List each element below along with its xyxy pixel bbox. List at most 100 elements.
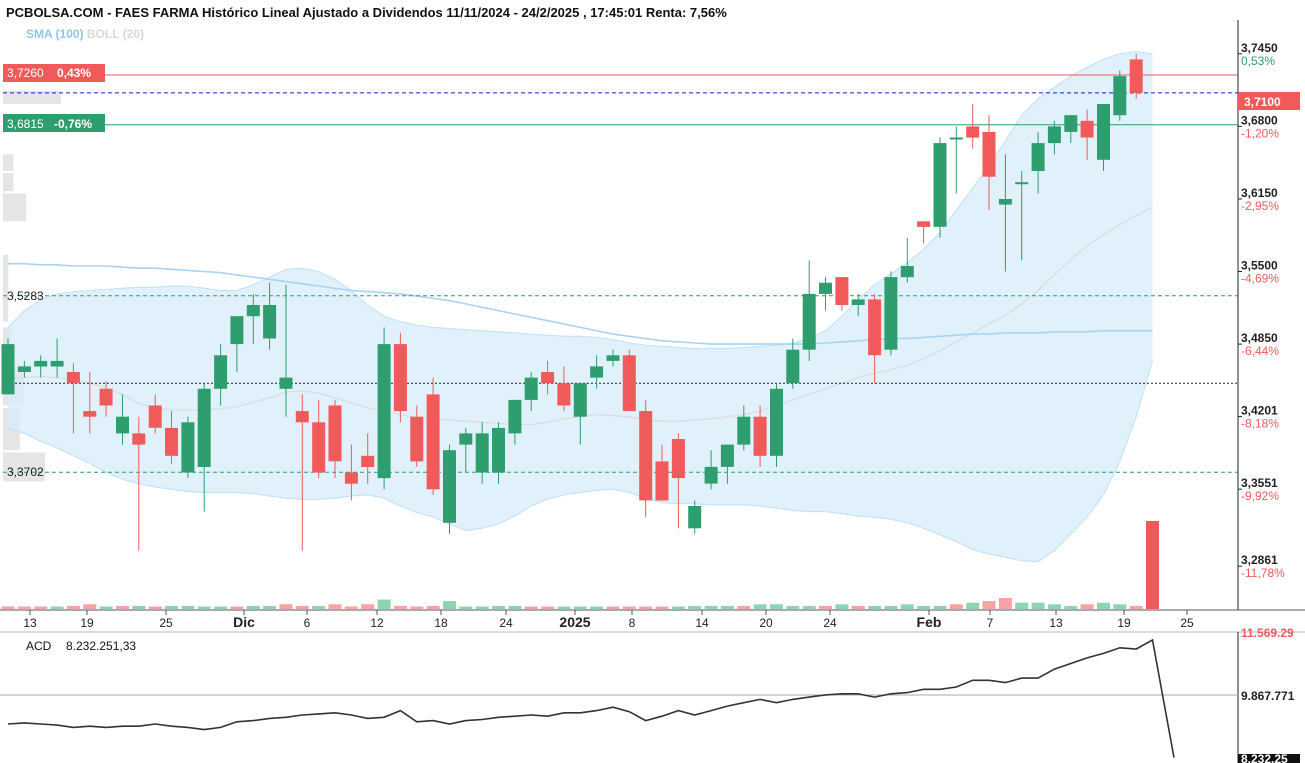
volume-profile-bar xyxy=(3,173,14,192)
volume-bar xyxy=(17,606,31,609)
volume-bar xyxy=(688,605,702,609)
volume-bar xyxy=(83,604,97,609)
y-axis-pct: -6,44% xyxy=(1241,344,1279,358)
level-label-5283: 3,5283 xyxy=(7,289,44,303)
volume-bars xyxy=(1,521,1159,609)
y-axis-pct: -2,95% xyxy=(1241,199,1279,213)
sma-legend[interactable]: SMA (100) xyxy=(26,27,84,41)
x-axis-label: 25 xyxy=(1180,616,1194,630)
candle-body xyxy=(671,439,685,479)
x-axis-label: 13 xyxy=(23,616,37,630)
volume-bar xyxy=(998,598,1012,609)
volume-bar xyxy=(344,606,358,609)
candle-body xyxy=(688,506,702,529)
candle-body xyxy=(868,299,882,356)
volume-bar xyxy=(197,606,211,609)
y-axis-value: 3,2861 xyxy=(1241,553,1278,567)
candle-body xyxy=(982,132,996,177)
x-axis-label: Feb xyxy=(917,614,942,630)
candle-body xyxy=(295,411,309,423)
volume-bar xyxy=(116,605,129,609)
acd-label: ACD xyxy=(26,639,52,653)
candle-body xyxy=(1129,59,1143,93)
candle-body xyxy=(770,388,783,456)
candle-body xyxy=(181,422,195,473)
volume-bar xyxy=(214,606,228,609)
volume-bar xyxy=(851,605,865,609)
candle-body xyxy=(459,433,473,445)
candle-body xyxy=(426,394,440,490)
volume-bar xyxy=(66,605,80,609)
level-label-3702: 3,3702 xyxy=(7,465,44,479)
x-axis-label: 7 xyxy=(987,616,994,630)
candle-body xyxy=(508,399,522,434)
x-axis-label: 24 xyxy=(823,616,837,630)
volume-profile-bar xyxy=(3,282,9,322)
volume-bar xyxy=(165,605,178,609)
volume-bar xyxy=(770,604,783,609)
candle-body xyxy=(819,282,832,294)
boll-legend[interactable]: BOLL (20) xyxy=(86,27,145,41)
volume-profile xyxy=(3,90,61,482)
volume-bar xyxy=(295,605,309,609)
volume-bar xyxy=(312,605,326,609)
acd-axis-top: 11.569.29 xyxy=(1241,626,1294,640)
bollinger-upper-line xyxy=(7,51,1153,350)
y-axis-value: 3,6800 xyxy=(1241,113,1278,127)
volume-bar xyxy=(230,606,244,609)
price-tag-high: 3,7260 0,43% xyxy=(3,64,105,82)
candle-body xyxy=(1097,104,1110,160)
candle-body xyxy=(737,416,751,445)
volume-profile-bar xyxy=(3,254,9,283)
candlesticks xyxy=(1,53,1143,551)
volume-bar xyxy=(704,605,718,609)
candle-body xyxy=(573,383,587,417)
volume-bar xyxy=(475,606,489,609)
candle-body xyxy=(655,461,669,501)
x-axis-label: 8 xyxy=(629,616,636,630)
volume-bar xyxy=(639,606,653,609)
volume-bar xyxy=(1,606,15,609)
candle-body xyxy=(1064,115,1078,132)
price-levels xyxy=(3,74,1238,473)
candle-body xyxy=(214,355,228,389)
candle-body xyxy=(1015,182,1029,185)
candle-body xyxy=(1113,76,1127,116)
y-axis-value: 3,4201 xyxy=(1241,404,1278,418)
volume-bar xyxy=(1113,604,1127,609)
candle-body xyxy=(1031,143,1045,171)
y-axis-value: 3,7450 xyxy=(1241,41,1278,55)
sma-100-line xyxy=(8,262,1153,345)
volume-bar xyxy=(1080,604,1094,609)
volume-bar xyxy=(377,599,391,609)
candle-body xyxy=(66,372,80,384)
volume-bar xyxy=(50,606,64,609)
candle-body xyxy=(230,316,244,345)
volume-bar xyxy=(622,606,636,609)
candle-body xyxy=(393,344,407,412)
x-axis-label: 25 xyxy=(159,616,173,630)
volume-bar xyxy=(246,605,260,609)
volume-bar xyxy=(508,605,522,609)
candle-body xyxy=(720,444,734,467)
volume-bar xyxy=(949,604,963,609)
volume-profile-bar xyxy=(3,193,27,222)
volume-bar xyxy=(933,605,947,609)
volume-bar xyxy=(1015,602,1029,609)
x-axis-label: 19 xyxy=(1117,616,1131,630)
price-tag-low-value: 3,6815 xyxy=(7,117,44,131)
acd-value: 8.232.251,33 xyxy=(66,639,136,653)
candle-body xyxy=(263,305,277,339)
candle-body xyxy=(279,377,293,389)
candle-body xyxy=(966,126,980,138)
volume-bar xyxy=(99,606,113,609)
candle-body xyxy=(835,277,849,305)
indicator-legend: SMA (100) BOLL (20) xyxy=(26,27,144,41)
acd-line xyxy=(7,638,1175,758)
volume-bar xyxy=(459,606,473,609)
current-price-tag: 3,7100 xyxy=(1238,92,1300,110)
candle-body xyxy=(443,450,456,523)
volume-bar xyxy=(606,606,620,609)
